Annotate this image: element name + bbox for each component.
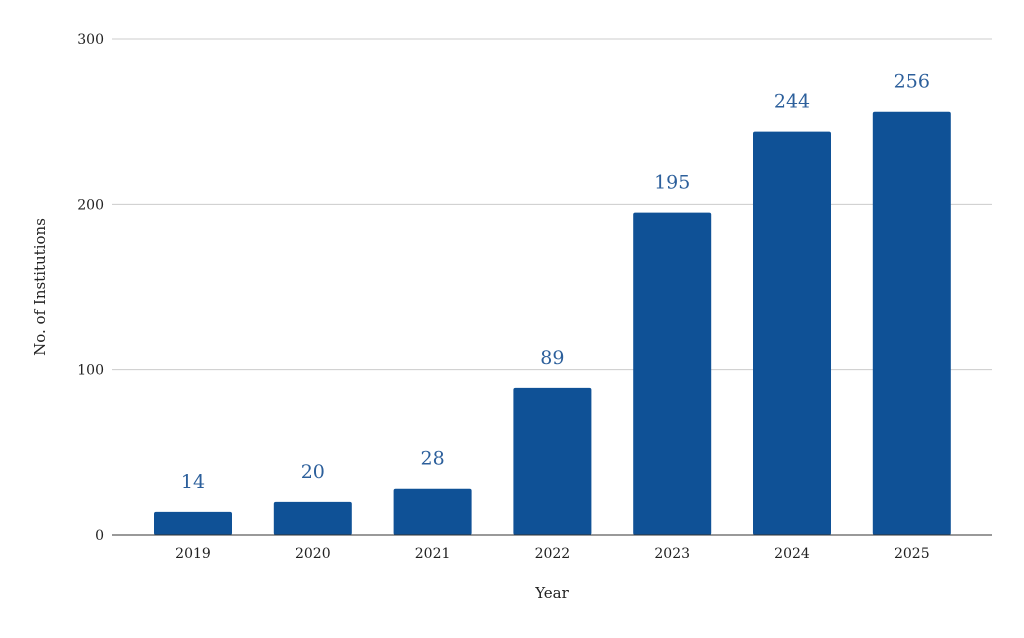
- x-axis-ticks: 2019 2020 2021 2022 2023 2024 2025: [175, 546, 929, 562]
- data-label-2019: 14: [181, 471, 205, 493]
- y-tick-label: 100: [77, 363, 104, 379]
- y-axis-ticks: 0 100 200 300: [77, 32, 104, 544]
- x-tick-label-2022: 2022: [535, 546, 571, 562]
- y-tick-label: 300: [77, 32, 104, 48]
- y-axis-title: No. of Institutions: [31, 218, 49, 356]
- data-labels: 14 20 28 89 195 244 256: [181, 71, 930, 493]
- bar-2020[interactable]: [273, 501, 352, 535]
- x-axis-title: Year: [534, 584, 569, 602]
- data-label-2021: 28: [421, 448, 445, 470]
- bar-2022[interactable]: [513, 387, 592, 535]
- gridlines: [112, 38, 992, 371]
- bars: [154, 111, 951, 535]
- bar-2021[interactable]: [393, 488, 472, 535]
- x-tick-label-2024: 2024: [774, 546, 810, 562]
- x-tick-label-2023: 2023: [654, 546, 690, 562]
- data-label-2022: 89: [540, 347, 564, 369]
- data-label-2023: 195: [654, 172, 690, 194]
- x-tick-label-2025: 2025: [894, 546, 930, 562]
- y-tick-label: 0: [95, 528, 104, 544]
- data-label-2025: 256: [894, 71, 930, 93]
- bar-2023[interactable]: [633, 212, 712, 535]
- data-label-2020: 20: [301, 461, 325, 483]
- x-tick-label-2020: 2020: [295, 546, 331, 562]
- x-tick-label-2021: 2021: [415, 546, 451, 562]
- bar-2019[interactable]: [154, 511, 232, 535]
- y-tick-label: 200: [77, 197, 104, 213]
- bar-2025[interactable]: [872, 111, 951, 535]
- data-label-2024: 244: [774, 91, 810, 113]
- bar-2024[interactable]: [753, 131, 831, 535]
- x-tick-label-2019: 2019: [175, 546, 211, 562]
